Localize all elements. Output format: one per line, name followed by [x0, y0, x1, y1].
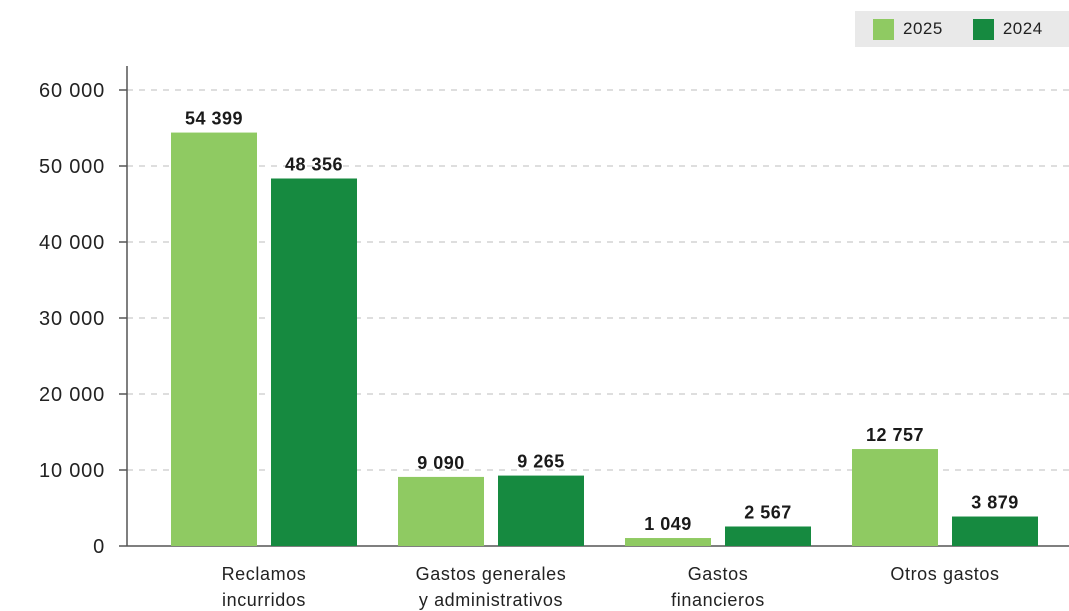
- y-tick-label: 10 000: [39, 460, 105, 482]
- bar-2025: [398, 476, 484, 546]
- data-label-2024: 9 265: [517, 452, 565, 472]
- bar-2024: [952, 516, 1038, 546]
- bar-2024: [271, 178, 357, 547]
- data-label-2024: 48 356: [285, 154, 343, 174]
- x-category-label: financieros: [671, 590, 765, 610]
- legend-item-2025: 2025: [873, 18, 943, 40]
- x-category-label: y administrativos: [419, 590, 563, 610]
- bar-2024: [725, 526, 811, 546]
- chart-legend: 2025 2024: [855, 11, 1069, 47]
- y-tick-label: 20 000: [39, 384, 105, 406]
- y-tick-label: 50 000: [39, 156, 105, 178]
- bar-2025: [852, 449, 938, 546]
- data-label-2025: 9 090: [417, 453, 465, 473]
- bar-2025: [171, 132, 257, 546]
- y-tick-label: 30 000: [39, 308, 105, 330]
- data-label-2025: 1 049: [644, 514, 692, 534]
- x-category-label: Gastos generales: [416, 564, 567, 584]
- x-category-label: Reclamos: [222, 564, 307, 584]
- y-tick-label: 40 000: [39, 232, 105, 254]
- data-label-2025: 12 757: [866, 425, 924, 445]
- x-category-label: Otros gastos: [890, 564, 999, 584]
- legend-label-2025: 2025: [903, 19, 943, 38]
- x-category-label: Gastos: [688, 564, 749, 584]
- legend-swatch-2024: [972, 18, 994, 40]
- y-tick-label: 0: [93, 536, 105, 558]
- y-tick-label: 60 000: [39, 80, 105, 102]
- legend-item-2024: 2024: [972, 18, 1043, 40]
- legend-swatch-2025: [873, 18, 894, 40]
- legend-label-2024: 2024: [1002, 19, 1043, 38]
- data-label-2025: 54 399: [185, 109, 243, 129]
- data-label-2024: 2 567: [744, 502, 792, 522]
- bar-2025: [625, 538, 711, 546]
- x-category-label: incurridos: [222, 590, 306, 610]
- bar-2024: [498, 475, 584, 546]
- data-label-2024: 3 879: [971, 493, 1019, 513]
